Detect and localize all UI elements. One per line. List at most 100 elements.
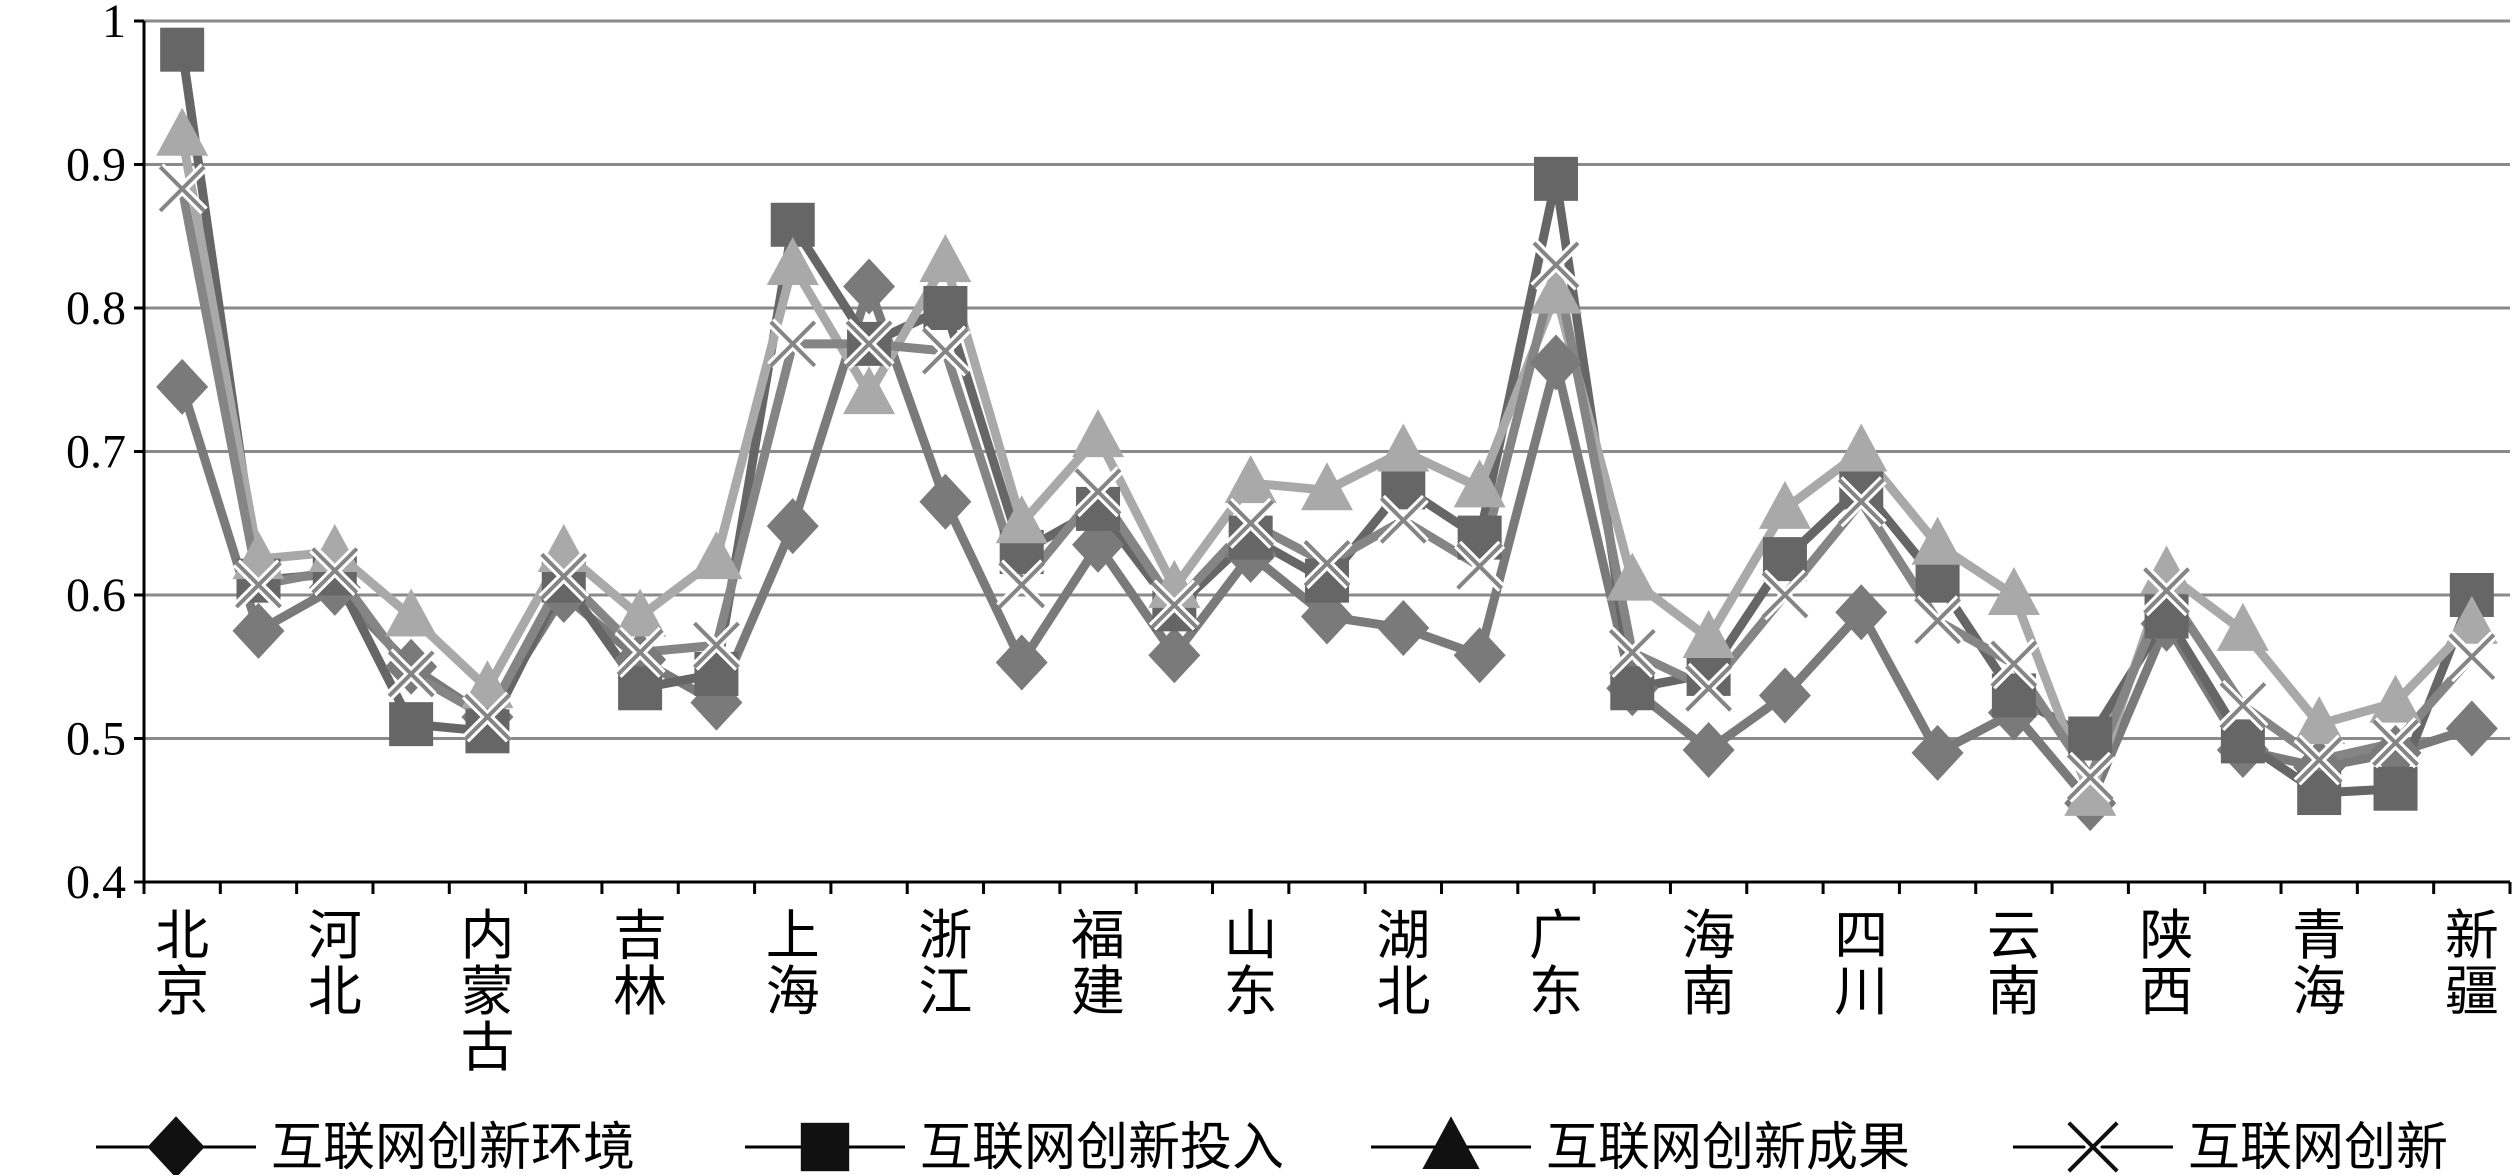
x-tick-label: 青海	[2292, 906, 2346, 1022]
x-stroke	[2372, 719, 2419, 767]
triangle-marker	[1987, 567, 2040, 615]
x-marker	[767, 318, 819, 370]
y-tick-label: 0.9	[66, 139, 126, 192]
x-stroke	[2295, 736, 2343, 784]
x-stroke	[387, 650, 435, 698]
x-stroke	[158, 165, 206, 213]
diamond-marker	[995, 634, 1048, 691]
diamond-marker	[1911, 724, 1964, 781]
triangle-marker	[1911, 516, 1964, 565]
square-marker	[800, 1122, 850, 1172]
x-marker	[1377, 494, 1429, 546]
x-stroke	[616, 628, 664, 676]
x-tick-label: 内蒙古	[460, 906, 514, 1078]
x-stroke	[1227, 499, 1275, 547]
triangle-marker	[1682, 610, 1735, 659]
x-stroke	[1074, 468, 1122, 516]
x-tick-label: 吉林	[613, 906, 667, 1022]
y-tick-label: 0.5	[66, 713, 126, 766]
triangle-marker	[690, 531, 743, 580]
x-marker	[1835, 476, 1887, 528]
x-tick-label: 湖北	[1376, 906, 1430, 1022]
x-marker	[156, 163, 208, 215]
x-marker	[232, 559, 285, 611]
triangle-marker	[1453, 459, 1506, 508]
x-marker	[2446, 631, 2498, 683]
diamond-marker	[1758, 667, 1811, 724]
diamond-marker	[1148, 627, 1201, 684]
triangle-marker	[1224, 455, 1277, 504]
triangle-marker	[385, 588, 438, 637]
x-stroke	[693, 621, 740, 669]
diamond-marker	[1682, 721, 1735, 778]
diamond-marker	[147, 1116, 205, 1175]
square-marker	[2068, 716, 2113, 761]
x-stroke	[1456, 542, 1504, 590]
x-marker	[1454, 540, 1506, 592]
x-stroke	[1914, 597, 1961, 645]
x-marker	[2217, 679, 2269, 732]
triangle-marker	[2293, 696, 2346, 745]
triangle-marker	[843, 366, 896, 415]
triangle-marker	[461, 660, 514, 709]
diamond-marker	[1453, 627, 1506, 684]
triangle-marker	[1606, 552, 1659, 601]
x-tick-label: 广东	[1529, 906, 1583, 1022]
diamond-marker	[232, 602, 285, 659]
x-stroke	[845, 320, 893, 368]
x-stroke	[1685, 664, 1733, 712]
y-tick-label: 0.8	[66, 282, 126, 335]
x-marker	[1606, 626, 1658, 678]
x-tick-label: 海南	[1682, 906, 1736, 1022]
diamond-marker	[2445, 700, 2498, 757]
triangle-marker	[1835, 423, 1888, 472]
diamond-marker	[1377, 600, 1430, 657]
legend-label: 互联网创新环境	[271, 1120, 635, 1175]
x-stroke	[998, 561, 1046, 609]
square-marker	[2373, 766, 2418, 811]
square-marker	[1533, 156, 1578, 201]
triangle-marker	[2445, 595, 2498, 644]
diamond-marker	[919, 473, 972, 530]
x-stroke	[311, 547, 359, 595]
diamond-marker	[766, 498, 819, 555]
x-tick-label: 浙江	[918, 906, 972, 1022]
triangle-marker	[1301, 462, 1353, 511]
triangle-marker	[1072, 409, 1125, 458]
triangle-marker	[1422, 1116, 1480, 1169]
x-stroke	[540, 552, 588, 600]
x-marker	[996, 559, 1048, 611]
series-line	[177, 281, 2474, 808]
x-marker	[1912, 595, 1964, 647]
x-marker	[1759, 569, 1811, 621]
x-stroke	[1532, 241, 1580, 289]
x-tick-label: 陕西	[2140, 906, 2194, 1022]
x-marker	[1683, 662, 1735, 714]
triangle-marker	[614, 588, 667, 637]
triangle-marker	[2064, 767, 2117, 816]
diamond-marker	[843, 258, 896, 315]
x-stroke	[1379, 496, 1427, 544]
legend-label: 互联网创新	[2188, 1120, 2448, 1175]
x-marker	[1225, 497, 1277, 549]
square-marker	[389, 702, 434, 747]
square-marker	[923, 286, 968, 330]
x-stroke	[464, 693, 511, 741]
x-marker	[2141, 565, 2193, 617]
y-tick-label: 0.7	[66, 426, 126, 479]
triangle-marker	[1377, 423, 1430, 472]
legend-label: 互联网创新投入	[920, 1120, 1284, 1175]
x-stroke	[2067, 1121, 2119, 1173]
x-marker	[1301, 537, 1353, 589]
y-tick-label: 0.4	[66, 856, 126, 909]
x-stroke	[2448, 633, 2496, 681]
legend-label: 互联网创新成果	[1546, 1120, 1910, 1175]
x-stroke	[2066, 753, 2114, 801]
y-tick-label: 0.6	[66, 569, 126, 622]
x-stroke	[1608, 628, 1656, 676]
square-marker	[1915, 558, 1960, 603]
diamond-marker	[1529, 334, 1582, 391]
triangle-marker	[2369, 674, 2422, 723]
x-stroke	[1837, 478, 1885, 526]
x-stroke	[1303, 540, 1351, 587]
